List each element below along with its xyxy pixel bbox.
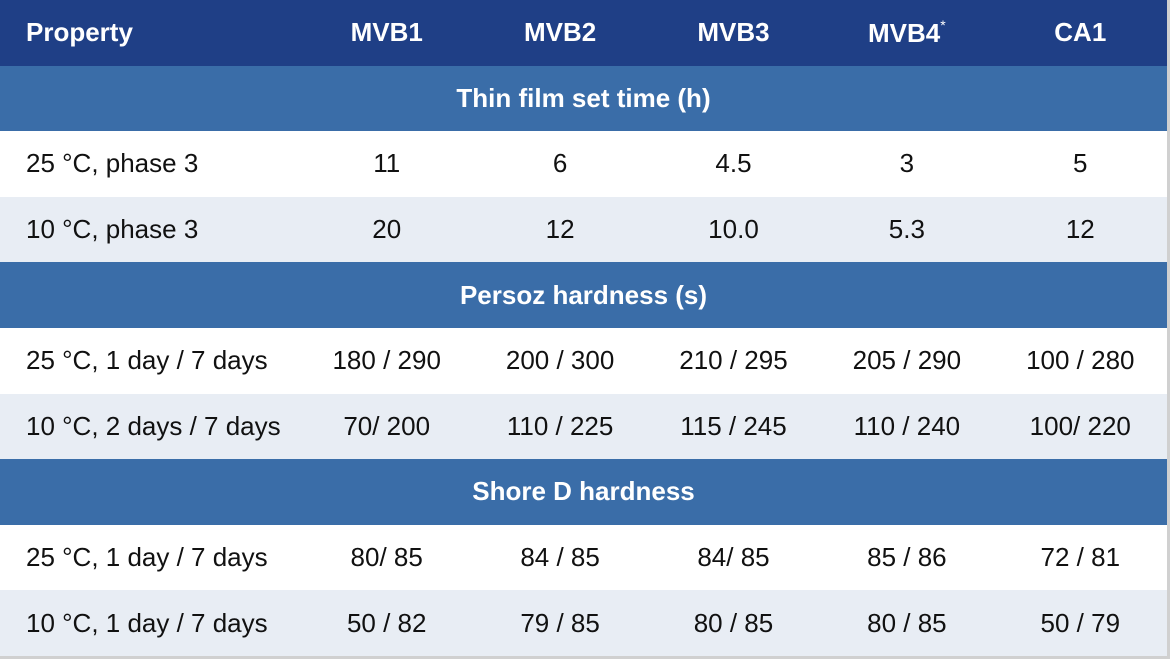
section-title: Shore D hardness xyxy=(0,459,1167,525)
section-row: Thin film set time (h) xyxy=(0,65,1167,132)
value-cell: 5.3 xyxy=(820,196,994,263)
value-cell: 6 xyxy=(552,148,568,179)
value-cell: 5 xyxy=(1073,148,1088,179)
data-row: 10 °C, 2 days / 7 days 70/ 200 110 / 225 11… xyxy=(0,393,1167,460)
value-cell: 70/ 200 xyxy=(300,393,474,460)
property-cell: 25 °C, phase 3 xyxy=(26,148,199,179)
value-cell: 84/ 85 xyxy=(697,542,770,573)
header-cell: MVB2 xyxy=(473,0,647,66)
value-cell: 20 xyxy=(300,196,474,263)
value-cell: 11 xyxy=(373,148,401,179)
value-cell: 12 xyxy=(473,196,647,263)
data-row: 25 °C, phase 3 11 6 4.5 3 5 xyxy=(0,131,1167,197)
value-cell: 50 / 82 xyxy=(300,590,474,656)
header-row: Property MVB1 MVB2 MVB3 MVB4* CA1 xyxy=(0,0,1167,66)
property-cell: 25 °C, 1 day / 7 days xyxy=(26,542,268,573)
value-cell: 12 xyxy=(993,196,1167,263)
value-cell: 100/ 220 xyxy=(993,393,1167,460)
header-cell: MVB3 xyxy=(646,0,821,66)
data-row: 25 °C, 1 day / 7 days 80/ 85 84 / 85 84/ 85… xyxy=(0,525,1167,591)
property-cell: 10 °C, 2 days / 7 days xyxy=(0,393,300,460)
value-cell: 110 / 240 xyxy=(820,393,994,460)
value-cell: 79 / 85 xyxy=(473,590,647,656)
section-row: Shore D hardness xyxy=(0,459,1167,525)
value-cell: 80/ 85 xyxy=(350,542,423,573)
data-row: 10 °C, 1 day / 7 days 50 / 82 79 / 85 80 / … xyxy=(0,590,1167,656)
value-cell: 84 / 85 xyxy=(520,542,600,573)
value-cell: 205 / 290 xyxy=(852,345,962,376)
header-text: MVB4 xyxy=(868,17,941,48)
property-cell: 10 °C, phase 3 xyxy=(0,196,300,263)
value-cell: 85 / 86 xyxy=(867,542,947,573)
value-cell: 4.5 xyxy=(715,148,752,179)
value-cell: 115 / 245 xyxy=(646,393,821,460)
section-title: Thin film set time (h) xyxy=(0,65,1167,132)
header-cell: CA1 xyxy=(993,0,1167,66)
value-cell: 110 / 225 xyxy=(473,393,647,460)
header-cell: MVB4* xyxy=(820,0,994,66)
value-cell: 80 / 85 xyxy=(820,590,994,656)
value-cell: 10.0 xyxy=(646,196,821,263)
property-cell: 10 °C, 1 day / 7 days xyxy=(0,590,300,656)
section-title: Persoz hardness (s) xyxy=(0,262,1167,328)
value-cell: 200 / 300 xyxy=(505,345,615,376)
value-cell: 50 / 79 xyxy=(993,590,1167,656)
value-cell: 100 / 280 xyxy=(1026,345,1135,376)
data-row: 10 °C, phase 3 20 12 10.0 5.3 12 xyxy=(0,196,1167,263)
value-cell: 80 / 85 xyxy=(646,590,821,656)
value-cell: 3 xyxy=(899,148,915,179)
value-cell: 72 / 81 xyxy=(1040,542,1121,573)
data-row: 25 °C, 1 day / 7 days 180 / 290 200 / 300 2… xyxy=(0,328,1167,394)
header-cell: Property xyxy=(0,0,300,66)
header-footnote-mark: * xyxy=(940,16,946,33)
value-cell: 210 / 295 xyxy=(679,345,788,376)
property-cell: 25 °C, 1 day / 7 days xyxy=(26,345,268,376)
section-row: Persoz hardness (s) xyxy=(0,262,1167,328)
header-cell: MVB1 xyxy=(300,0,474,66)
value-cell: 180 / 290 xyxy=(332,345,441,376)
